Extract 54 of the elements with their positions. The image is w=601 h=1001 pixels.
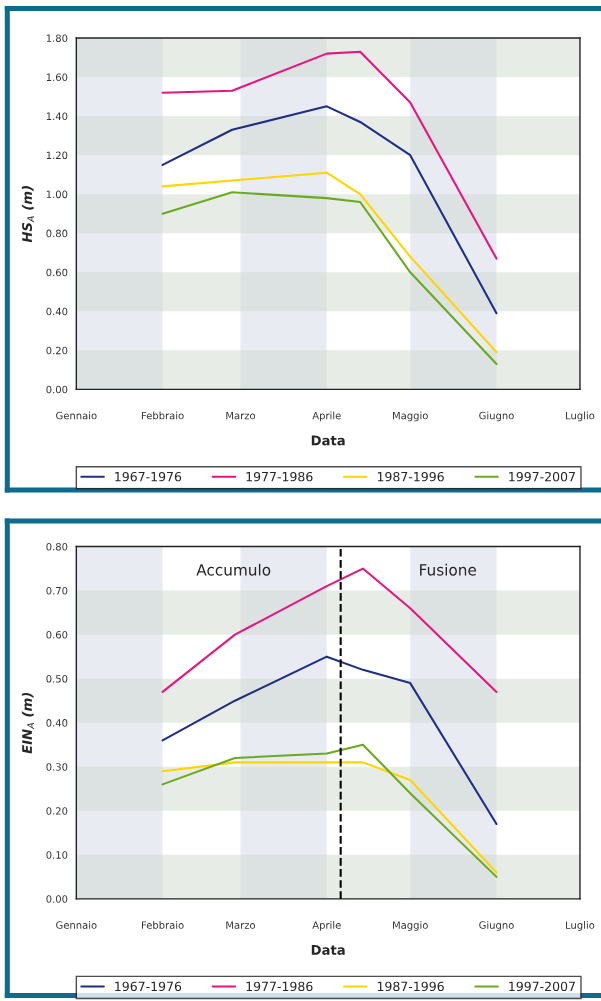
x-tick-label: Gennaio [56, 921, 97, 929]
y-tick-label: 0.10 [46, 851, 68, 859]
x-tick-label: Luglio [566, 411, 595, 422]
y-tick-label: 1.20 [46, 151, 68, 160]
legend-label: 1987-1996 [377, 471, 444, 482]
line-series [161, 191, 498, 366]
y-tick-label: 0.40 [46, 307, 68, 316]
legend-label: 1967-1976 [115, 981, 182, 992]
x-tick-label: Febbraio [141, 411, 184, 420]
annotation: Accumulo [196, 563, 271, 576]
y-tick-label: 0.00 [46, 385, 68, 394]
legend-label: 1967-1976 [115, 471, 182, 482]
y-tick-label: 0.40 [46, 719, 68, 727]
x-tick-label: Giugno [479, 921, 514, 931]
legend-label: 1987-1996 [377, 981, 444, 992]
y-axis-title: EIN$_{A}$ (m) [21, 692, 35, 754]
y-tick-label: 0.20 [46, 807, 68, 815]
y-tick-label: 1.80 [46, 34, 68, 42]
y-axis-title: HS$_{A}$ (m) [21, 186, 35, 243]
y-tick-label: 0.60 [46, 631, 68, 639]
line-series [161, 50, 498, 260]
x-tick-label: Maggio [393, 411, 428, 422]
y-tick-label: 1.40 [46, 112, 68, 121]
legend-label: 1997-2007 [509, 981, 575, 992]
x-tick-label: Giugno [479, 411, 514, 422]
y-tick-label: 0.80 [46, 229, 68, 238]
line-series [161, 743, 498, 878]
y-tick-label: 0.20 [46, 346, 68, 355]
legend-label: 1977-1986 [246, 981, 313, 992]
y-tick-label: 1.60 [46, 73, 68, 82]
x-axis-title: Data [311, 435, 345, 446]
line-series [161, 761, 498, 874]
line-series [161, 655, 498, 826]
annotation: Fusione [420, 563, 477, 576]
legend-label: 1977-1986 [246, 471, 313, 482]
x-tick-label: Aprile [312, 411, 341, 422]
y-tick-label: 0.60 [46, 268, 68, 277]
y-tick-label: 0.30 [46, 763, 68, 771]
legend-label: 1997-2007 [509, 471, 575, 482]
x-tick-label: Luglio [566, 921, 595, 931]
line-series [161, 171, 498, 354]
x-tick-label: Febbraio [141, 921, 184, 929]
x-tick-label: Marzo [226, 411, 256, 420]
x-tick-label: Maggio [393, 921, 428, 931]
line-series [161, 105, 498, 315]
y-tick-label: 0.80 [46, 542, 68, 551]
x-tick-label: Aprile [312, 921, 341, 931]
y-tick-label: 0.50 [46, 675, 68, 683]
x-tick-label: Marzo [226, 921, 256, 929]
x-tick-label: Gennaio [56, 411, 97, 420]
y-tick-label: 0.00 [46, 895, 68, 903]
x-axis-title: Data [311, 945, 345, 955]
y-tick-label: 0.70 [46, 586, 68, 595]
y-tick-label: 1.00 [46, 190, 68, 199]
